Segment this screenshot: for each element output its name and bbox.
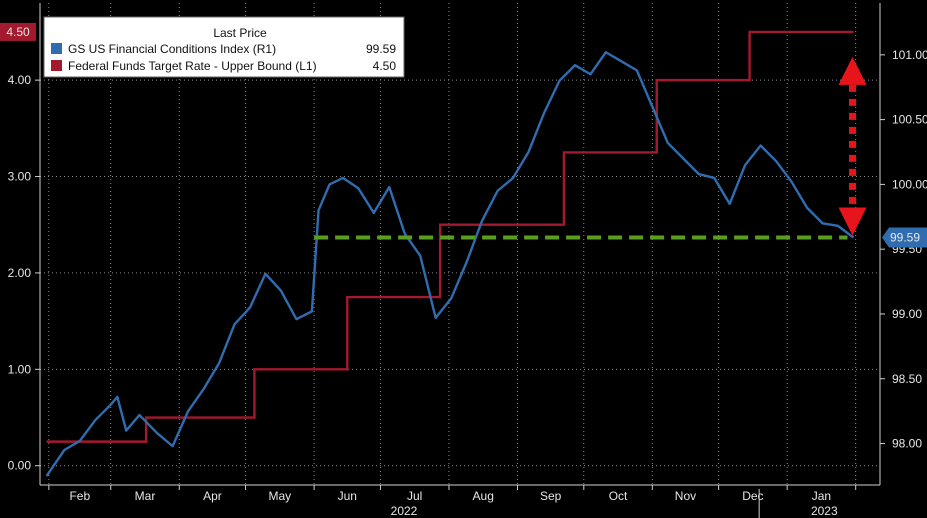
- right-tick-label: 100.00: [892, 177, 927, 191]
- x-tick-label-month: Jan: [812, 489, 831, 503]
- x-tick-label-month: Mar: [135, 489, 156, 503]
- legend-value-fci: 99.59: [366, 42, 396, 56]
- right-last-value-badge: 99.59: [882, 227, 927, 248]
- series-layer: [45, 30, 855, 477]
- right-badge-background: [882, 227, 927, 248]
- series-line-gs-fci: [45, 51, 855, 477]
- legend-label-fed-funds: Federal Funds Target Rate - Upper Bound …: [68, 59, 317, 73]
- legend-swatch-fed-funds: [51, 60, 62, 71]
- left-tick-label: 2.00: [8, 266, 32, 280]
- x-tick-label-month: Nov: [675, 489, 696, 503]
- x-tick-label-month: Aug: [473, 489, 494, 503]
- x-year-label: 2023: [811, 504, 838, 518]
- annotation-arrow-head-down: [838, 207, 867, 236]
- left-tick-label: 0.00: [8, 459, 32, 473]
- left-tick-label: 3.00: [8, 170, 32, 184]
- x-tick-label-month: Dec: [742, 489, 763, 503]
- legend-swatch-fci: [51, 43, 62, 54]
- legend-title: Last Price: [213, 26, 267, 40]
- x-tick-label-month: Sep: [540, 489, 562, 503]
- right-tick-label: 99.00: [892, 307, 922, 321]
- left-last-value-badge: 4.50: [0, 22, 36, 41]
- left-badge-background: [0, 22, 36, 41]
- left-axis: 0.00 1.00 2.00 3.00 4.00: [8, 73, 40, 473]
- left-badge-value: 4.50: [6, 25, 30, 39]
- x-tick-label-month: Jun: [338, 489, 357, 503]
- right-badge-value: 99.59: [890, 231, 920, 245]
- gridlines: [40, 3, 880, 485]
- legend: Last Price GS US Financial Conditions In…: [43, 16, 405, 78]
- legend-label-fci: GS US Financial Conditions Index (R1): [68, 42, 276, 56]
- series-line-fed-funds-rate: [46, 30, 854, 443]
- x-tick-label-month: Apr: [203, 489, 222, 503]
- x-tick-label-month: Jul: [407, 489, 422, 503]
- right-tick-label: 101.00: [892, 48, 927, 62]
- legend-value-fed-funds: 4.50: [373, 59, 397, 73]
- right-tick-label: 98.50: [892, 372, 922, 386]
- annotations: [314, 56, 867, 240]
- x-axis: Feb Mar Apr May Jun Jul Aug Sep Oct Nov Dec Jan 2022…: [48, 485, 857, 518]
- x-tick-label-month: Feb: [69, 489, 90, 503]
- x-tick-label-month: May: [269, 489, 292, 503]
- x-year-label: 2022: [391, 504, 418, 518]
- left-tick-label: 1.00: [8, 362, 32, 376]
- right-tick-label: 98.00: [892, 437, 922, 451]
- x-tick-label-month: Oct: [609, 489, 628, 503]
- right-tick-label: 100.50: [892, 113, 927, 127]
- legend-box: [43, 16, 405, 78]
- annotation-arrow-head-up: [838, 56, 867, 85]
- left-tick-label: 4.00: [8, 73, 32, 87]
